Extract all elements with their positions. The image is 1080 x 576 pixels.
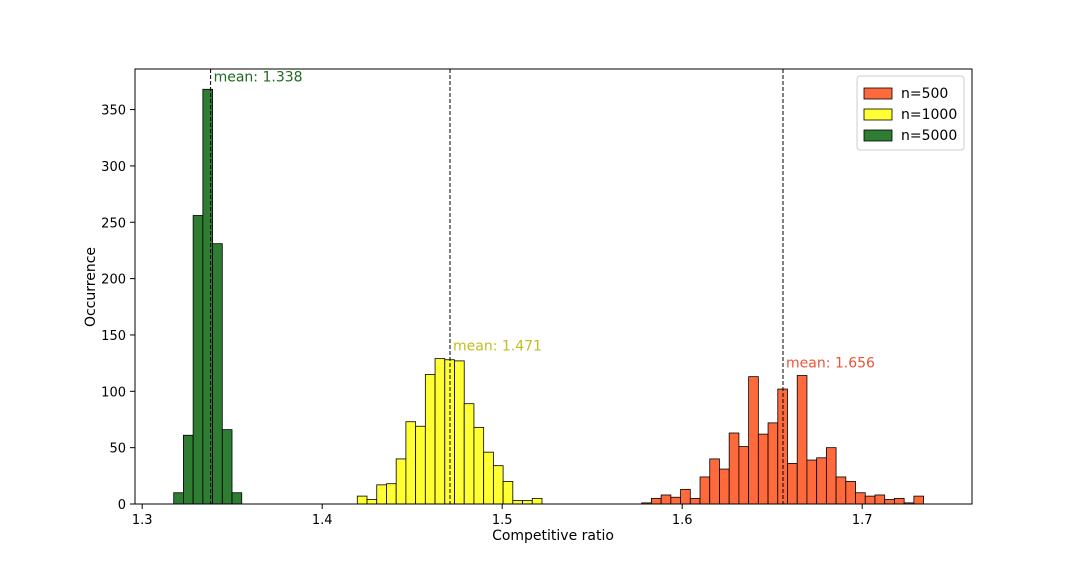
- x-axis: 1.3 1.4 1.5 1.6 1.7: [132, 504, 873, 528]
- histogram-bar: [709, 458, 720, 505]
- histogram-bar: [512, 500, 523, 505]
- histogram-bar: [651, 497, 662, 505]
- legend-entry: n=5000: [901, 128, 957, 144]
- histogram-bar: [492, 465, 504, 505]
- histogram-bar: [212, 243, 223, 505]
- histogram-bar: [221, 429, 233, 505]
- histogram-bar: [680, 488, 691, 505]
- histogram-bar: [825, 447, 837, 505]
- legend: n=500 n=1000 n=5000: [856, 75, 965, 151]
- plot-area-frame: [134, 68, 973, 505]
- mean-label: mean: 1.338: [214, 69, 303, 85]
- x-axis-label: Competitive ratio: [492, 528, 614, 544]
- y-axis-label: Occurrence: [83, 247, 99, 327]
- histogram-bar: [483, 451, 494, 505]
- series-n=5000: [173, 88, 243, 505]
- histogram-bar: [757, 433, 769, 505]
- histogram-bar: [874, 494, 886, 505]
- histogram-bar: [864, 495, 876, 505]
- histogram-bar: [502, 481, 514, 505]
- histogram-bar: [738, 446, 750, 505]
- histogram-bar: [531, 497, 543, 505]
- histogram-bar: [816, 457, 827, 505]
- histogram-bar: [767, 422, 779, 505]
- histogram-bar: [660, 494, 672, 505]
- histogram-bar: [522, 500, 533, 505]
- histogram-bar: [670, 496, 681, 505]
- histogram-bar: [415, 425, 426, 505]
- x-tick-label: 1.7: [852, 513, 873, 528]
- histogram-bar: [405, 421, 417, 505]
- histogram-bar: [376, 484, 387, 505]
- legend-entry: n=500: [901, 86, 948, 102]
- y-tick-label: 0: [118, 498, 126, 513]
- histogram-bar: [855, 492, 866, 505]
- histogram-bar: [202, 88, 213, 505]
- mean-label: mean: 1.471: [453, 339, 542, 355]
- histogram-bar: [424, 374, 436, 505]
- y-tick-label: 250: [101, 216, 126, 231]
- legend-entry: n=1000: [901, 107, 957, 123]
- y-tick-label: 100: [101, 385, 126, 400]
- y-axis: 0 50 100 150 200 250 300 350: [101, 104, 135, 513]
- histogram-bar: [183, 434, 194, 505]
- y-tick-label: 150: [101, 329, 126, 344]
- histogram-bar: [835, 476, 847, 505]
- histogram-bar: [395, 458, 407, 505]
- y-tick-label: 50: [109, 442, 126, 457]
- histogram-bar: [366, 499, 378, 505]
- histogram-bar: [748, 376, 759, 505]
- histogram-bar: [699, 476, 711, 505]
- series-n=500: [641, 375, 924, 505]
- histogram-bar: [845, 481, 856, 505]
- histogram-bar: [192, 215, 204, 505]
- histogram-bar: [386, 483, 397, 505]
- histogram-bar: [463, 403, 475, 505]
- mean-lines-layer: mean: 1.656 mean: 1.471 mean: 1.338: [210, 69, 875, 504]
- histogram-bar: [454, 360, 465, 505]
- x-tick-label: 1.4: [312, 513, 333, 528]
- histogram-bar: [719, 468, 730, 505]
- y-tick-label: 200: [101, 273, 126, 288]
- legend-swatch: [863, 108, 893, 121]
- histogram-bar: [231, 492, 243, 505]
- legend-swatch: [863, 87, 893, 100]
- histogram-bar: [913, 495, 924, 505]
- histogram-bar: [473, 426, 485, 505]
- histogram-bar: [806, 459, 818, 505]
- bars-layer: [173, 88, 924, 505]
- histogram-bar: [689, 497, 701, 505]
- histogram-bar: [787, 463, 798, 505]
- histogram-bar: [894, 497, 905, 505]
- histogram-bar: [434, 358, 446, 505]
- x-tick-label: 1.6: [672, 513, 693, 528]
- histogram-bar: [796, 375, 808, 505]
- histogram-bar: [356, 495, 368, 505]
- histogram-bar: [173, 492, 184, 505]
- mean-label: mean: 1.656: [786, 356, 875, 372]
- y-tick-label: 350: [101, 104, 126, 119]
- x-tick-label: 1.3: [132, 513, 153, 528]
- x-tick-label: 1.5: [492, 513, 513, 528]
- histogram-bar: [884, 499, 895, 505]
- legend-swatch: [863, 129, 893, 142]
- histogram-bar: [728, 432, 740, 505]
- y-tick-label: 300: [101, 160, 126, 175]
